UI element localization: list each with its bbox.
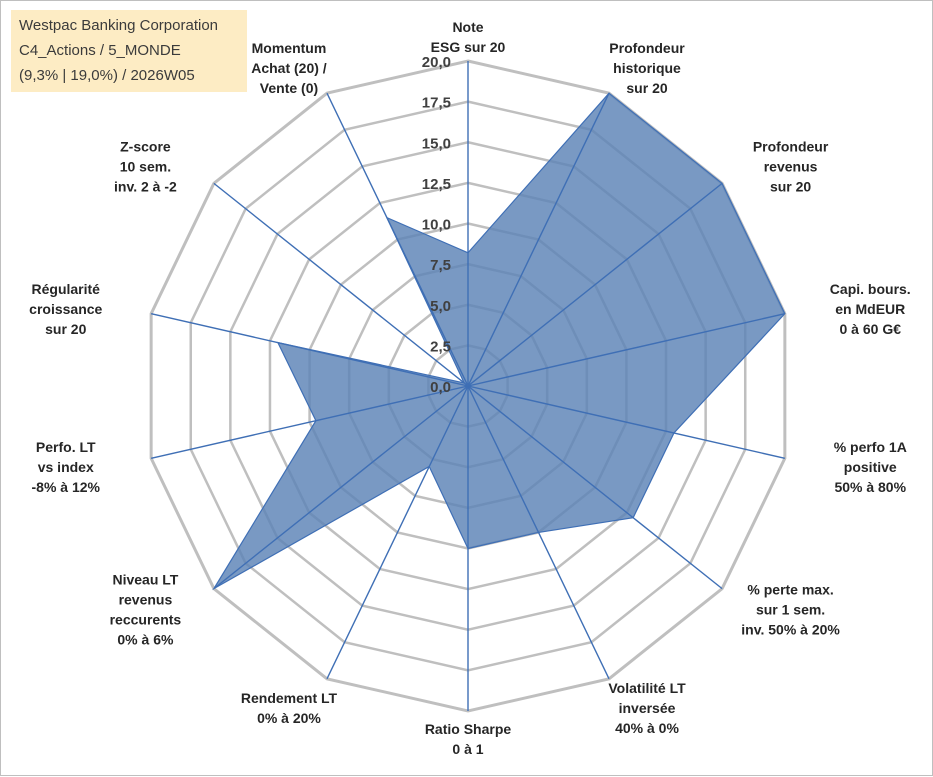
axis-spoke-12 (213, 182, 469, 387)
axis-labels: Note ESG sur 20 Profondeur historique sur 20… (29, 19, 911, 757)
axis-spoke-11 (150, 312, 469, 387)
axis-label-line: Ratio Sharpe (425, 721, 512, 737)
axis-label-line: 40% à 0% (615, 720, 679, 736)
axis-spoke-4 (467, 385, 786, 460)
title-box: Westpac Banking Corporation C4_Actions /… (11, 10, 247, 92)
axis-label-11: Régularité croissance sur 20 (29, 281, 102, 337)
axis-label-6: Volatilité LT inversée 40% à 0% (608, 680, 686, 736)
axis-label-line: Capi. bours. (830, 281, 911, 297)
axis-label-10: Perfo. LT vs index -8% à 12% (32, 439, 101, 495)
axis-label-line: Note (452, 19, 483, 35)
axis-spoke-1 (467, 92, 610, 387)
axis-label-line: % perfo 1A (834, 439, 907, 455)
axis-label-line: en MdEUR (835, 301, 905, 317)
axis-label-line: Profondeur (609, 40, 685, 56)
axis-label-line: sur 20 (626, 80, 667, 96)
axis-label-line: 50% à 80% (834, 479, 906, 495)
axis-spoke-3 (467, 312, 786, 387)
tick-label: 15,0 (422, 135, 451, 152)
axis-label-7: Ratio Sharpe 0 à 1 (425, 721, 512, 757)
axis-label-line: ESG sur 20 (431, 39, 506, 55)
stats-label: (9,3% | 19,0%) / 2026W05 (19, 67, 195, 84)
axis-label-line: croissance (29, 301, 102, 317)
axis-label-line: 10 sem. (120, 159, 171, 175)
tick-labels: 0,0 2,5 5,0 7,5 10,0 12,5 15,0 17,5 20,0 (422, 54, 451, 396)
axis-label-line: 0% à 20% (257, 710, 321, 726)
axis-label-line: Rendement LT (241, 690, 338, 706)
axis-spoke-10 (150, 385, 469, 460)
axis-label-4: % perfo 1A positive 50% à 80% (834, 439, 907, 495)
axis-label-line: Z-score (120, 139, 171, 155)
axis-label-line: sur 20 (45, 321, 86, 337)
axis-label-line: inv. 50% à 20% (741, 621, 840, 637)
axis-label-8: Rendement LT 0% à 20% (241, 690, 338, 726)
category-label: C4_Actions / 5_MONDE (19, 42, 181, 59)
axis-label-5: % perte max. sur 1 sem. inv. 50% à 20% (741, 581, 840, 637)
axis-label-3: Capi. bours. en MdEUR 0 à 60 G€ (830, 281, 911, 337)
axis-label-line: Vente (0) (260, 80, 318, 96)
axis-label-line: 0 à 60 G€ (840, 321, 902, 337)
axis-label-line: Perfo. LT (36, 439, 96, 455)
axis-label-line: inversée (619, 700, 676, 716)
tick-label: 10,0 (422, 217, 451, 234)
axes (150, 61, 786, 711)
tick-label: 7,5 (430, 257, 451, 274)
axis-spoke-8 (326, 385, 469, 680)
axis-label-line: Niveau LT (112, 571, 178, 587)
axis-label-line: % perte max. (747, 581, 833, 597)
axis-label-line: 0% à 6% (117, 631, 174, 647)
axis-label-0: Note ESG sur 20 (431, 19, 506, 55)
axis-label-line: reccurents (110, 611, 182, 627)
axis-label-line: -8% à 12% (32, 479, 101, 495)
axis-label-line: revenus (764, 159, 818, 175)
axis-label-line: Achat (20) / (251, 60, 327, 76)
axis-label-line: Profondeur (753, 139, 829, 155)
axis-label-line: Régularité (32, 281, 101, 297)
tick-label: 20,0 (422, 54, 451, 71)
tick-label: 12,5 (422, 176, 451, 193)
axis-label-line: historique (613, 60, 681, 76)
axis-spoke-13 (326, 92, 469, 387)
axis-spoke-6 (467, 385, 610, 680)
axis-label-line: Momentum (252, 40, 327, 56)
axis-label-line: sur 1 sem. (756, 601, 825, 617)
axis-spoke-2 (467, 182, 723, 387)
axis-label-line: positive (844, 459, 897, 475)
axis-label-1: Profondeur historique sur 20 (609, 40, 685, 96)
tick-label: 5,0 (430, 298, 451, 315)
axis-label-line: inv. 2 à -2 (114, 179, 177, 195)
axis-label-line: Volatilité LT (608, 680, 686, 696)
axis-label-line: 0 à 1 (452, 741, 483, 757)
tick-label: 17,5 (422, 95, 451, 112)
axis-label-line: vs index (38, 459, 94, 475)
axis-label-2: Profondeur revenus sur 20 (753, 139, 829, 195)
tick-label: 2,5 (430, 338, 451, 355)
series-area (212, 92, 786, 591)
axis-spoke-9 (213, 385, 469, 590)
company-name: Westpac Banking Corporation (19, 17, 218, 34)
tick-label: 0,0 (430, 379, 451, 396)
axis-label-9: Niveau LT revenus reccurents 0% à 6% (110, 571, 182, 647)
axis-label-line: sur 20 (770, 179, 811, 195)
axis-label-12: Z-score 10 sem. inv. 2 à -2 (114, 139, 177, 195)
series (212, 92, 786, 591)
axis-label-line: revenus (119, 591, 173, 607)
axis-label-13: Momentum Achat (20) / Vente (0) (251, 40, 327, 96)
axis-spoke-5 (467, 385, 723, 590)
